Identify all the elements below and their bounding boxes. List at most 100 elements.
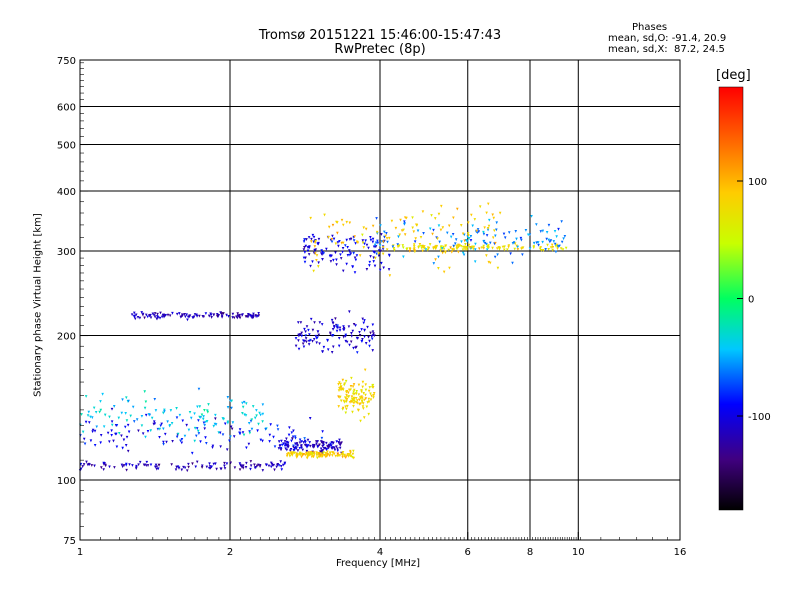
echo-point [535,223,538,226]
echo-point [193,426,197,430]
echo-point [279,448,283,452]
echo-point [279,460,283,464]
echo-point [337,336,341,340]
echo-point [99,400,102,403]
echo-point [361,338,364,341]
echo-point [185,469,189,473]
echo-point [175,416,179,420]
echo-point [331,322,335,325]
echo-point [411,226,414,230]
echo-point [320,252,323,256]
echo-point [491,213,495,217]
echo-point [259,413,262,417]
echo-point [354,258,358,262]
echo-point [355,401,359,405]
echo-point [143,406,147,410]
echo-point [231,312,235,316]
echo-point [347,325,351,329]
echo-point [423,247,426,250]
echo-point [329,260,333,263]
echo-point [316,336,319,340]
echo-point [486,228,490,232]
echo-point [560,220,563,224]
echo-point [85,460,88,464]
echo-point [319,450,322,454]
echo-point [170,422,174,425]
echo-point [421,210,425,214]
echo-point [485,248,489,252]
echo-point [321,444,324,448]
echo-point [339,399,343,403]
echo-point [449,235,453,239]
echo-point [431,232,434,236]
echo-point [286,441,290,445]
echo-point [439,228,443,232]
echo-point [238,313,242,317]
echo-point [108,415,111,419]
echo-point [125,468,128,472]
echo-point [160,422,163,426]
echo-point [214,423,218,426]
y-tick-label: 500 [57,141,76,152]
echo-point [494,234,497,238]
echo-point [162,442,165,446]
echo-point [203,427,207,431]
echo-point [528,247,532,251]
echo-point [385,237,389,240]
echo-point [334,317,337,321]
echo-point [440,204,443,208]
echo-point [304,244,308,248]
echo-point [297,347,301,351]
echo-point [364,393,367,397]
echo-point [370,334,373,338]
echo-point [136,316,140,319]
echo-point [215,467,218,471]
echo-point [352,456,356,460]
echo-point [541,249,545,252]
echo-point [183,466,187,470]
echo-point [403,220,406,224]
echo-point [363,335,366,339]
echo-point [217,431,221,435]
echo-point [324,453,328,457]
echo-point [355,254,359,257]
echo-point [444,244,448,248]
echo-point [200,464,204,468]
echo-point [521,246,524,250]
echo-point [295,442,299,445]
echo-point [539,230,543,233]
echo-point [156,312,159,316]
echo-point [180,315,183,318]
echo-point [287,433,291,437]
echo-point [371,334,375,337]
echo-point [207,403,210,406]
echo-point [125,419,129,423]
echo-point [320,249,323,253]
echo-point [361,385,364,389]
echo-point [129,414,132,418]
echo-point [361,317,364,321]
echo-point [305,451,308,455]
echo-point [251,314,254,318]
echo-point [339,253,342,257]
echo-point [345,397,349,401]
echo-point [465,246,469,250]
echo-point [390,219,394,223]
echo-point [371,330,375,334]
echo-point [305,238,308,241]
echo-point [482,240,485,244]
echo-point [311,328,315,332]
echo-point [249,460,253,463]
echo-point [144,413,148,417]
echo-point [300,334,304,338]
echo-point [83,442,87,446]
echo-point [368,386,372,389]
echo-point [336,452,340,456]
echo-point [296,449,300,453]
echo-point [280,443,284,447]
echo-point [293,451,296,455]
x-tick-label: 8 [527,547,533,558]
echo-point [476,228,480,231]
echo-point [342,399,346,403]
echo-point [340,441,343,445]
